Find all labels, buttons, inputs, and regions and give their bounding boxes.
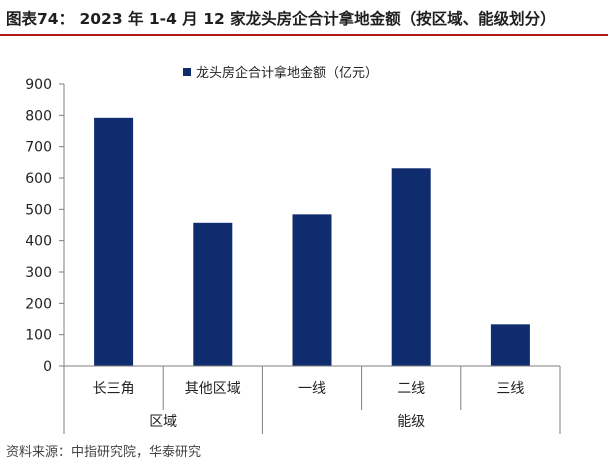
- y-tick-label: 600: [25, 171, 52, 187]
- y-tick-label: 200: [25, 296, 52, 312]
- x-group-label: 能级: [397, 414, 425, 430]
- title-rule: [0, 34, 608, 36]
- y-tick-label: 0: [43, 359, 52, 375]
- x-group-label: 区域: [149, 414, 177, 430]
- y-tick-label: 800: [25, 108, 52, 124]
- x-tick-label: 三线: [496, 381, 524, 397]
- y-tick-label: 500: [25, 202, 52, 218]
- bar-三线: [490, 324, 530, 366]
- x-tick-label: 长三角: [93, 381, 135, 397]
- x-tick-label: 其他区域: [185, 381, 241, 397]
- bars: [94, 117, 530, 366]
- legend: 龙头房企合计拿地金额（亿元）: [183, 65, 378, 81]
- y-tick-label: 400: [25, 234, 52, 250]
- y-tick-label: 900: [25, 77, 52, 93]
- bar-二线: [391, 168, 431, 366]
- bar-其他区域: [193, 222, 233, 366]
- bar-长三角: [94, 117, 134, 366]
- source-note: 资料来源：中指研究院，华泰研究: [6, 445, 202, 460]
- legend-swatch: [183, 68, 191, 76]
- bar-一线: [292, 214, 332, 366]
- y-axis: 0 100 200 300 400 500 600 700 800 900: [25, 77, 65, 375]
- x-tick-label: 一线: [298, 381, 326, 397]
- legend-label: 龙头房企合计拿地金额（亿元）: [196, 65, 378, 81]
- figure-title: 图表74： 2023 年 1-4 月 12 家龙头房企合计拿地金额（按区域、能级…: [6, 10, 556, 28]
- y-tick-label: 700: [25, 140, 52, 156]
- y-tick-label: 100: [25, 328, 52, 344]
- x-tick-label: 二线: [397, 381, 425, 397]
- y-tick-label: 300: [25, 265, 52, 281]
